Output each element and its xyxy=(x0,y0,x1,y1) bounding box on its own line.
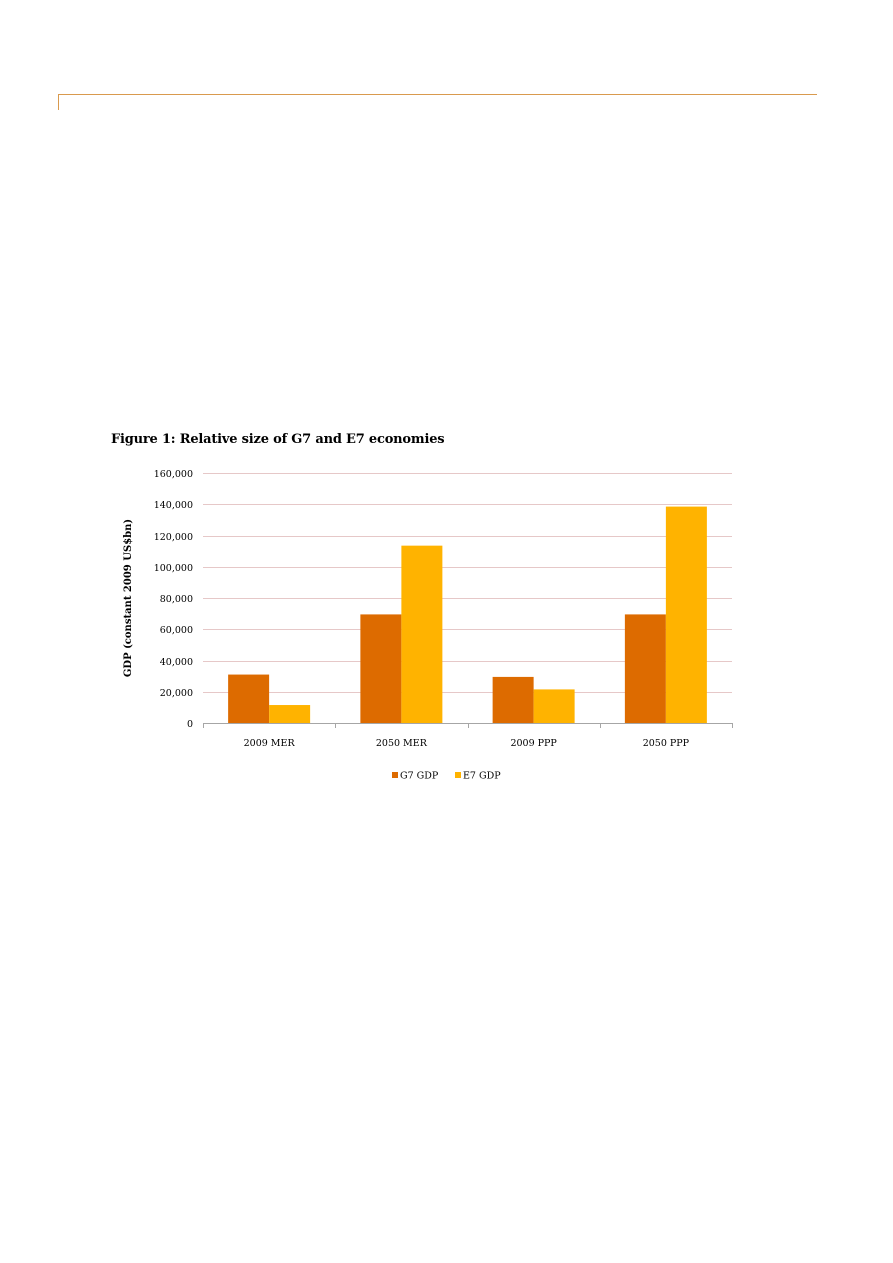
bar-g7-gdp xyxy=(624,614,666,723)
y-tick-label: 80,000 xyxy=(160,594,193,605)
y-tick-label: 20,000 xyxy=(160,688,193,699)
axes xyxy=(203,723,733,728)
header-rule-corner xyxy=(58,94,59,110)
bars xyxy=(228,506,707,723)
y-tick-label: 40,000 xyxy=(160,657,193,668)
tick-labels: 0 20,000 40,000 60,000 80,000 100,000 120,000 1… xyxy=(154,469,690,749)
y-tick-label: 160,000 xyxy=(154,469,193,480)
bar-e7-gdp xyxy=(533,689,575,723)
legend-label: G7 GDP xyxy=(400,771,439,782)
legend-swatch xyxy=(392,772,398,778)
x-tick-label: 2050 PPP xyxy=(643,738,690,749)
y-axis-title: GDP (constant 2009 US$bn) xyxy=(123,519,134,677)
y-tick-label: 60,000 xyxy=(160,625,193,636)
x-tick-label: 2009 PPP xyxy=(510,738,557,749)
bar-e7-gdp xyxy=(269,705,311,723)
bar-e7-gdp xyxy=(665,506,707,723)
legend-label: E7 GDP xyxy=(463,771,501,782)
y-tick-label: 100,000 xyxy=(154,563,193,574)
x-tick-label: 2050 MER xyxy=(376,738,428,749)
y-tick-label: 140,000 xyxy=(154,500,193,511)
y-tick-label: 0 xyxy=(187,719,193,730)
legend-swatch xyxy=(455,772,461,778)
y-tick-label: 120,000 xyxy=(154,532,193,543)
bar-g7-gdp xyxy=(492,676,534,723)
legend: G7 GDP E7 GDP xyxy=(392,771,501,782)
header-rule xyxy=(58,94,817,95)
bar-g7-gdp xyxy=(360,614,402,723)
bar-e7-gdp xyxy=(401,545,443,723)
bar-g7-gdp xyxy=(228,674,270,723)
x-tick-label: 2009 MER xyxy=(244,738,296,749)
figure-title: Figure 1: Relative size of G7 and E7 eco… xyxy=(111,432,445,447)
